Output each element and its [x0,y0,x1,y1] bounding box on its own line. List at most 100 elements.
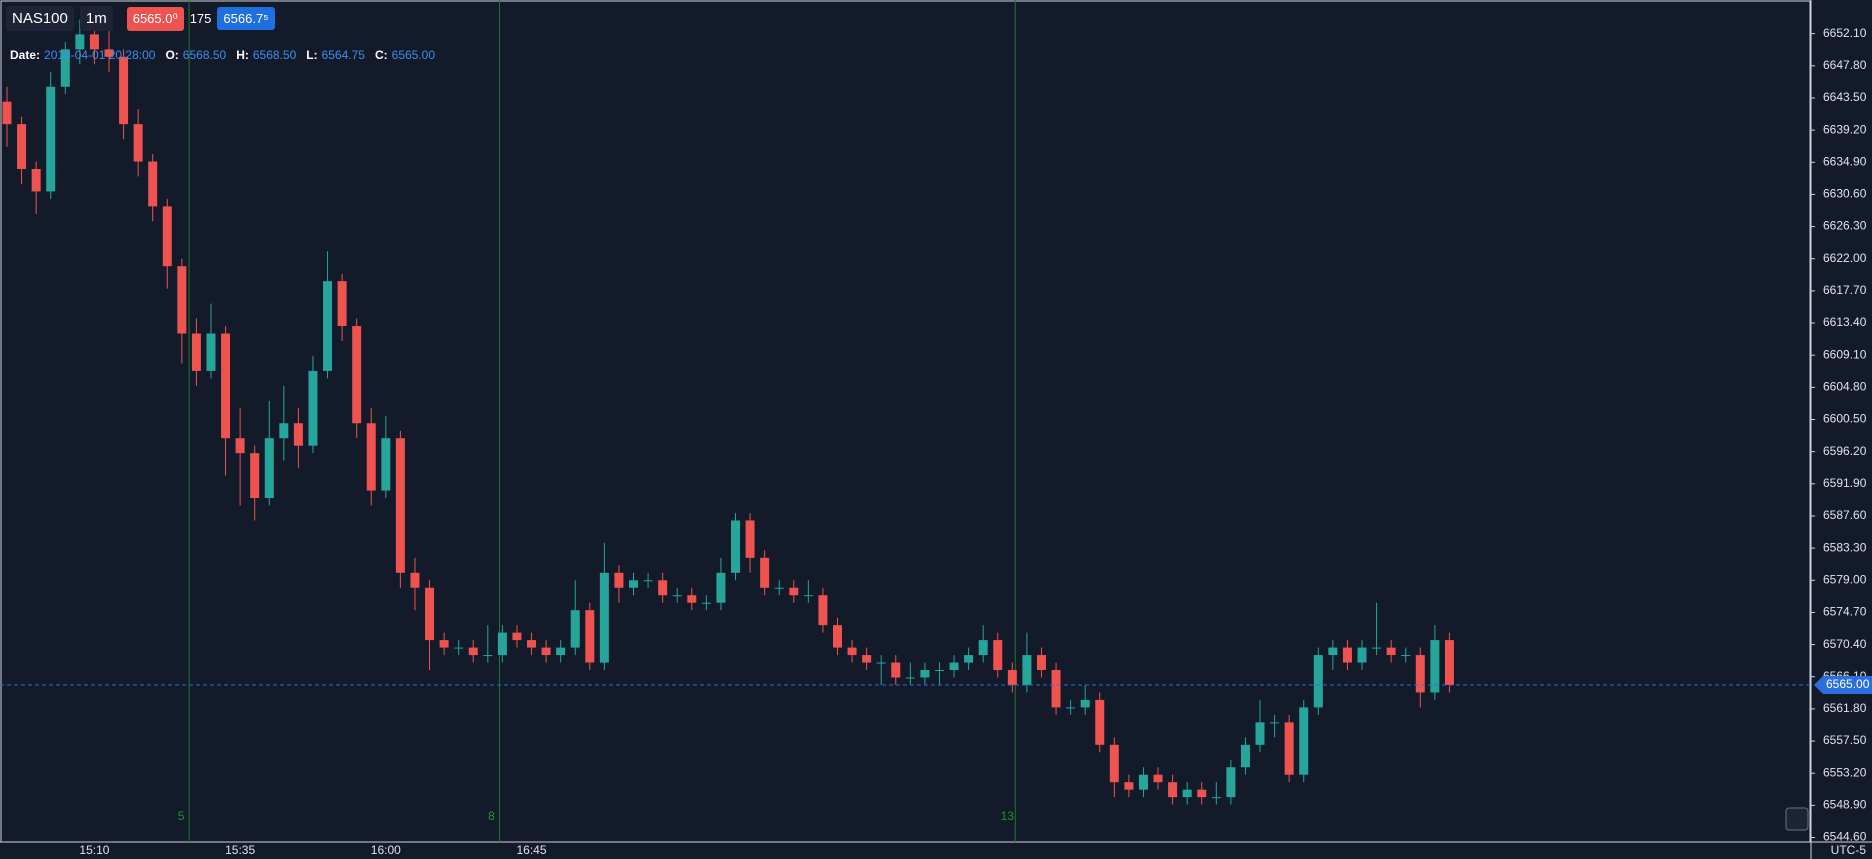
candle-body [949,662,959,671]
candle-body [395,438,405,573]
legend-label: C: [374,48,388,62]
candle-body [1386,647,1396,656]
candle-body [905,677,915,679]
y-tick-label: 6591.90 [1823,476,1867,490]
candle-body [89,34,99,50]
y-tick-label: 6613.40 [1823,315,1867,329]
last-price-tag [1814,675,1872,694]
y-tick-label: 6570.40 [1823,637,1867,651]
candle-body [1284,722,1294,775]
candle-body [31,168,41,192]
y-tick-label: 6626.30 [1823,219,1867,233]
x-tick-label: 15:10 [79,843,109,857]
candle-body [133,124,143,162]
y-tick-label: 6596.20 [1823,444,1867,458]
candle-body [75,34,85,50]
candle-body [1007,670,1017,685]
candle-body [148,161,158,207]
candle-body [191,333,201,371]
candle-body [352,326,362,424]
candle-body [629,580,639,588]
candle-body [1444,640,1454,685]
candle-body [570,610,580,648]
candle-body [1066,707,1076,709]
candle-body [1357,647,1367,663]
legend-label: Date: [10,48,41,62]
candle-body [1168,782,1178,798]
y-tick-label: 6579.00 [1823,572,1867,586]
candle-body [891,662,901,678]
candle-body [1182,789,1192,798]
candle-body [235,438,245,454]
candle-body [483,655,493,657]
spread: 175 [189,11,212,26]
candle-body [381,438,391,491]
candle-body [556,647,566,656]
x-tick-label: 16:00 [371,843,401,857]
candle-body [585,610,595,663]
candle-body [614,572,624,588]
candle-body [439,640,449,648]
candle-body [17,124,27,169]
candle-body [323,281,333,371]
candle-body [1299,707,1309,775]
candle-body [1226,767,1236,798]
candle-body [1095,699,1105,745]
candle-body [964,655,974,663]
header: NAS100 1m 6565.0⁰ 175 6566.7⁵ [6,6,275,31]
candle-body [279,423,289,439]
interval[interactable]: 1m [79,6,113,31]
candle-body [1211,797,1221,799]
symbol[interactable]: NAS100 [6,6,74,31]
candle-body [250,453,260,499]
sell-button[interactable]: 6565.0⁰ [126,6,184,31]
legend-value: 2018-04-01 20:28:00 [44,48,156,62]
candle-body [934,670,944,672]
last-price-label: 6565.00 [1826,677,1870,691]
candle-body [2,101,12,125]
candle-body [1401,655,1411,657]
candle-body [672,595,682,597]
candle-body [1138,774,1148,790]
candle-body [920,670,930,678]
candle-body [658,580,668,596]
candle-body [1109,744,1119,783]
y-tick-label: 6622.00 [1823,251,1867,265]
legend-value: 6564.75 [321,48,365,62]
y-tick-label: 6548.90 [1823,798,1867,812]
candle-body [993,640,1003,671]
candle-body [264,438,274,499]
y-tick-label: 6643.50 [1823,90,1867,104]
y-tick-label: 6557.50 [1823,733,1867,747]
candle-body [60,49,70,87]
candle-body [541,647,551,656]
candle-body [978,640,988,656]
candle-body [293,423,303,446]
candle-body [366,423,376,491]
candle-body [1124,782,1134,790]
candle-body [1372,647,1382,649]
candle-body [206,333,216,371]
legend-value: 6568.50 [182,48,227,62]
y-tick-label: 6634.90 [1823,154,1867,168]
legend-value: 6565.00 [391,48,436,62]
y-tick-label: 6617.70 [1823,283,1867,297]
legend-label: H: [236,48,249,62]
candle-body [512,632,522,641]
candle-body [1197,789,1207,798]
legend-label: O: [165,48,179,62]
candle-body [1342,647,1352,663]
fib-time-label: 8 [488,809,495,823]
candle-body [760,557,770,588]
candle-body [876,662,886,664]
candle-body [643,580,653,582]
candle-body [818,595,828,626]
candle-body [1415,655,1425,693]
y-tick-label: 6652.10 [1823,26,1867,40]
buy-button[interactable]: 6566.7⁵ [217,7,275,30]
candle-body [774,587,784,589]
candle-body [1430,640,1440,693]
y-tick-label: 6583.30 [1823,540,1867,554]
candle-body [847,647,857,656]
